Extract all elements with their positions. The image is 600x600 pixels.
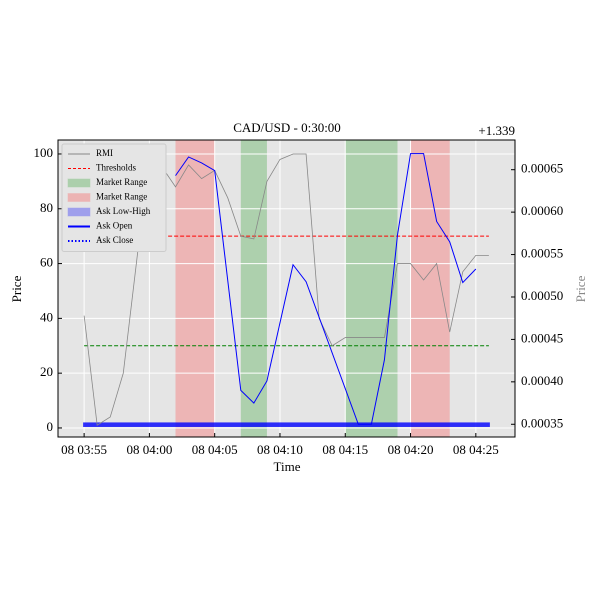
x-tick-label: 08 04:25 [453,442,499,457]
offset-label: +1.339 [478,123,515,138]
legend-label: Market Range [96,177,147,187]
legend-box [61,143,167,252]
legend-label: Ask Low-High [96,206,151,216]
legend: RMI Thresholds Market Range Market Range Ask… [61,143,167,252]
market-range [175,140,215,437]
market-range [240,140,267,437]
x-tick-label: 08 04:20 [388,442,434,457]
market-range [345,140,398,437]
y2-tick-label: 0.00045 [521,330,563,345]
y-tick-label: 80 [40,200,53,215]
y2-tick-label: 0.00055 [521,246,563,261]
ask-low-high [83,422,490,427]
y-tick-label: 60 [40,255,53,270]
y-tick-label: 40 [40,309,53,324]
x-tick-label: 08 03:55 [61,442,107,457]
y2-tick-label: 0.00065 [521,161,563,176]
y-axis-label: Price [9,275,24,302]
x-tick-label: 08 04:05 [192,442,238,457]
x-tick-label: 08 04:15 [322,442,368,457]
y2-tick-label: 0.00035 [521,415,563,430]
chart-title: CAD/USD - 0:30:00 [233,120,341,135]
legend-swatch [67,193,91,202]
legend-label: Market Range [96,192,147,202]
legend-swatch [67,207,91,217]
y2-tick-label: 0.00050 [521,288,563,303]
market-range [410,140,450,437]
x-tick-label: 08 04:00 [126,442,172,457]
y2-tick-label: 0.00060 [521,203,563,218]
y2-axis-label: Price [573,275,588,302]
legend-label: Thresholds [96,163,136,173]
y2-tick-label: 0.00040 [521,373,563,388]
y-tick-label: 0 [47,419,54,434]
x-tick-label: 08 04:10 [257,442,303,457]
plot-frame [57,139,516,438]
series-line [175,153,477,425]
legend-label: RMI [96,148,113,158]
y-tick-label: 20 [40,364,53,379]
legend-swatch [67,178,91,188]
y-tick-label: 100 [34,145,54,160]
legend-label: Ask Open [96,221,133,231]
legend-label: Ask Close [96,235,133,245]
x-axis-label: Time [274,459,301,474]
